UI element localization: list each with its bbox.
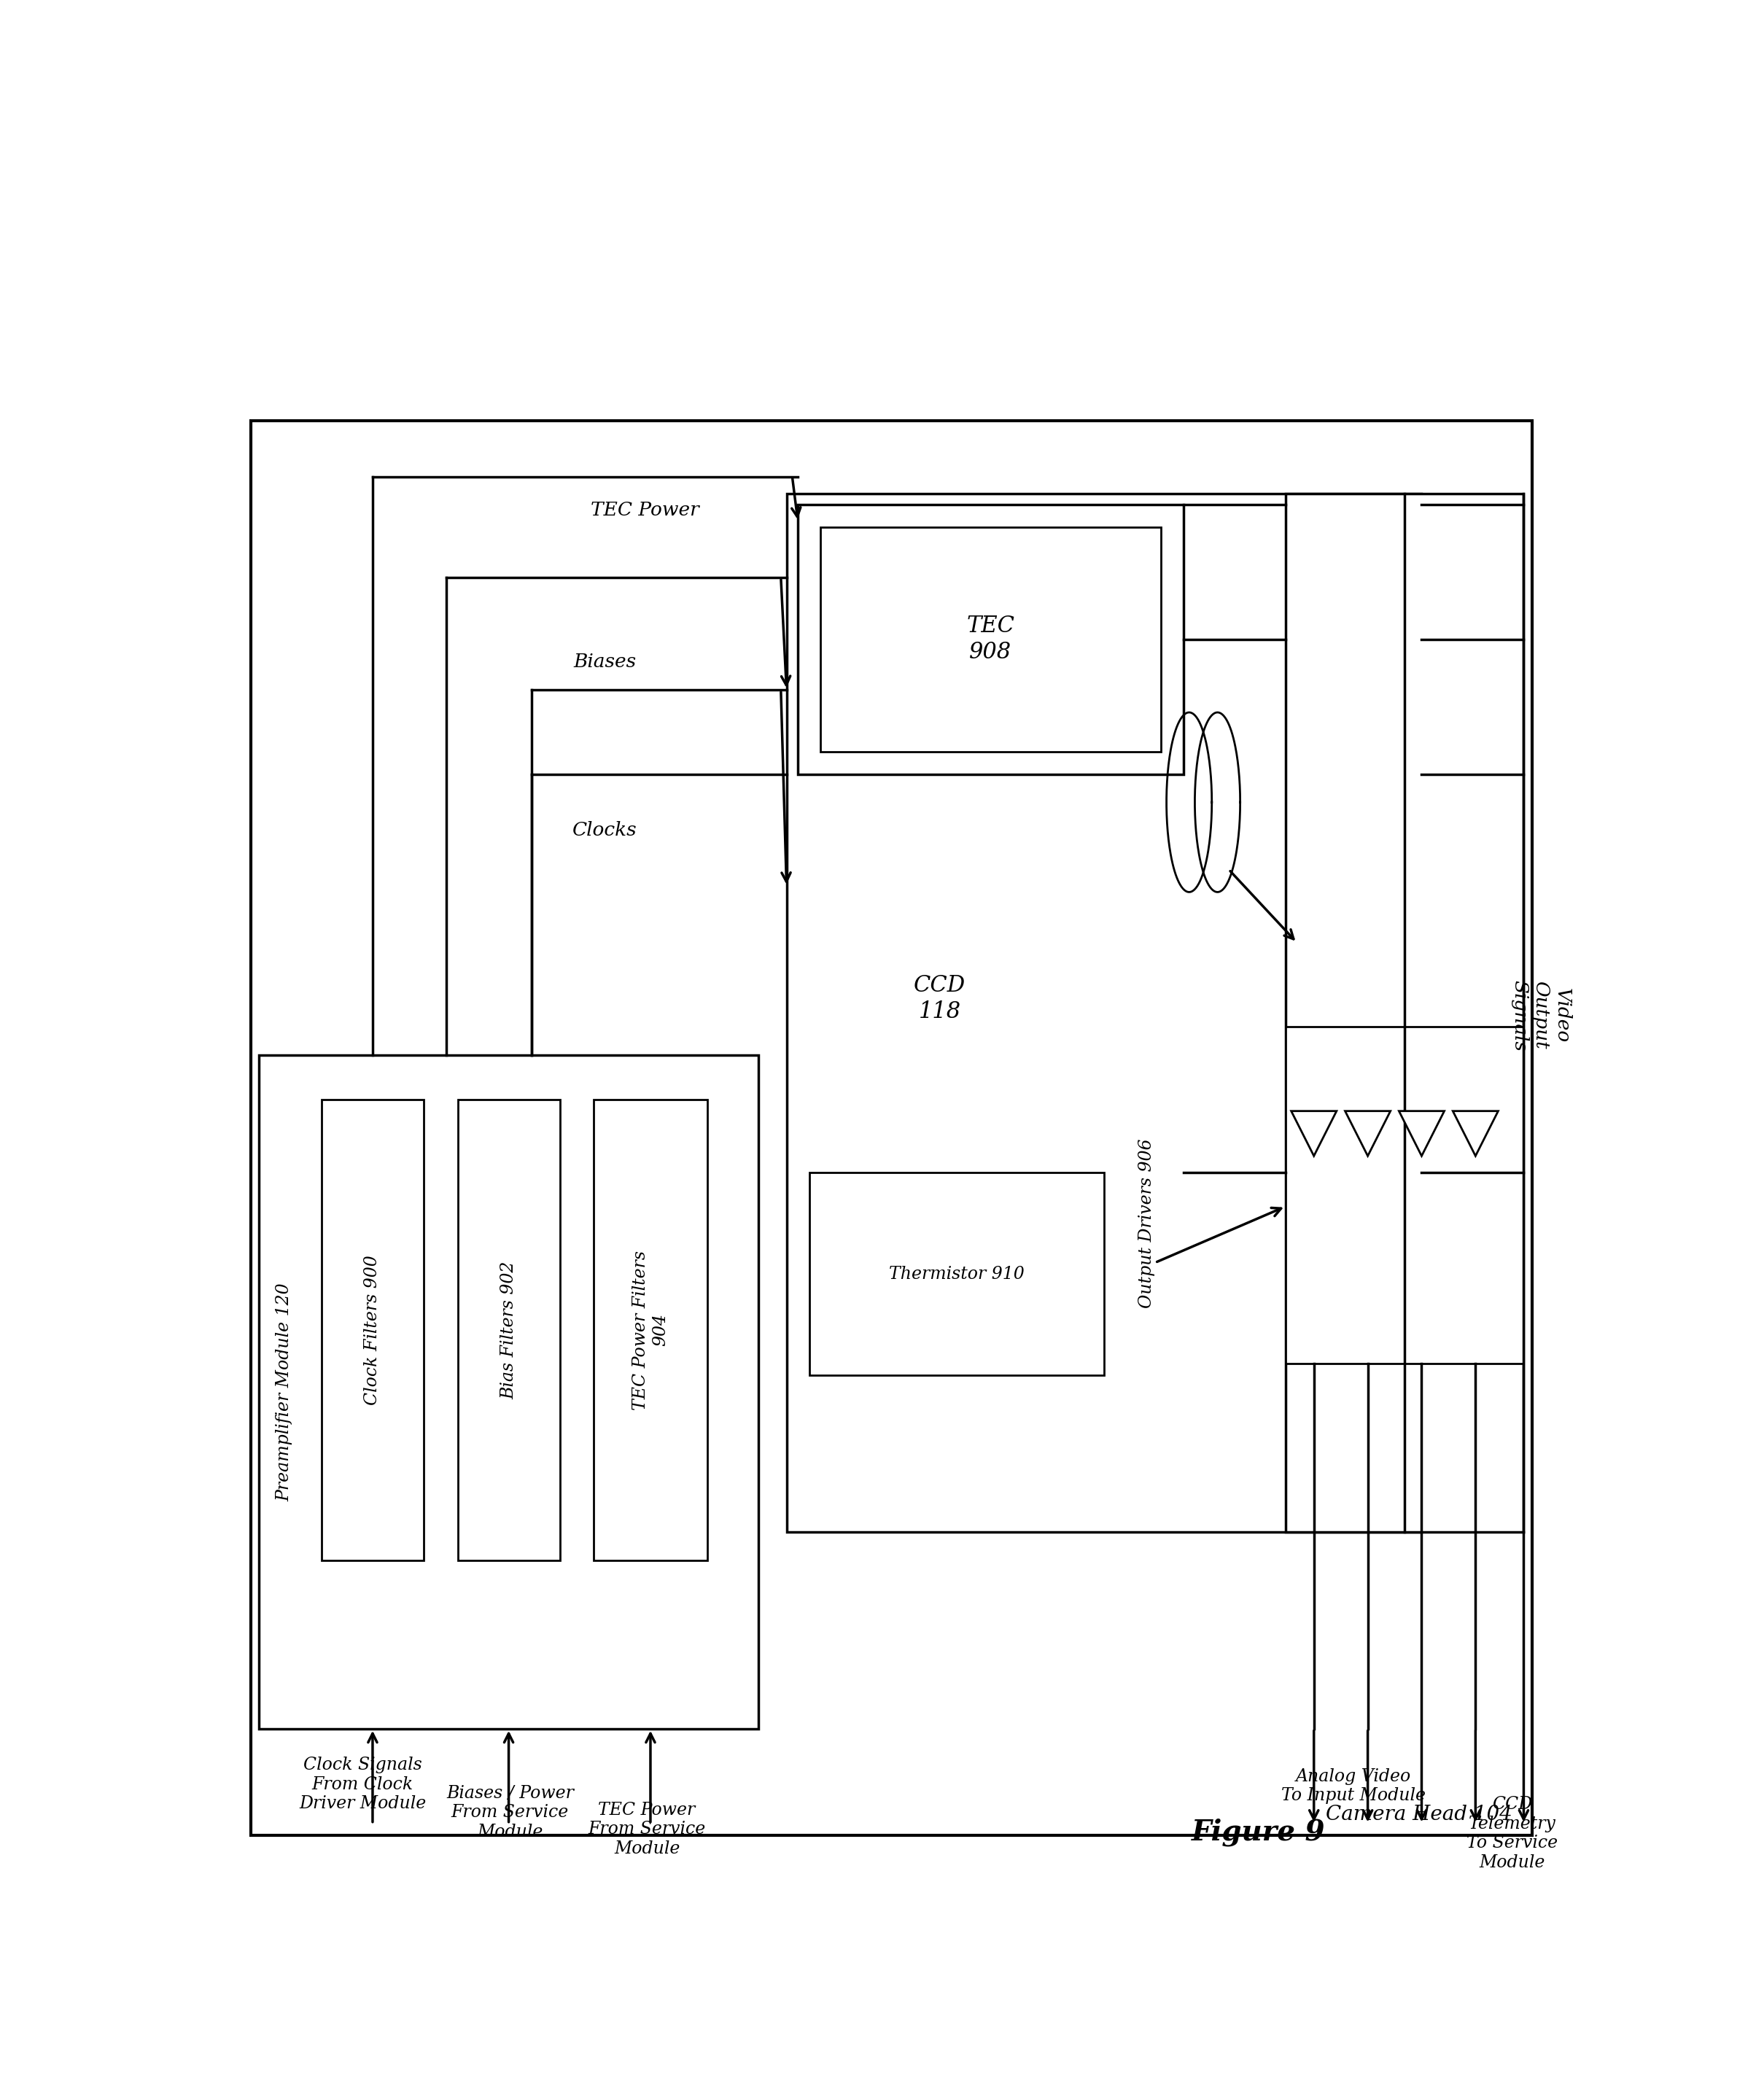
Text: Biases: Biases [574,653,636,672]
Text: CCD
Telemetry
To Service
Module: CCD Telemetry To Service Module [1466,1796,1558,1871]
Polygon shape [1452,1111,1498,1155]
Bar [1285,1027,1524,1363]
Bar [797,504,1184,775]
Polygon shape [1345,1111,1391,1155]
Text: CCD
118: CCD 118 [913,974,966,1023]
Text: TEC Power
From Service
Module: TEC Power From Service Module [588,1802,706,1856]
Text: Clock Signals
From Clock
Driver Module: Clock Signals From Clock Driver Module [299,1758,427,1812]
Text: Camera Head 104: Camera Head 104 [1326,1804,1512,1825]
Text: TEC Power: TEC Power [590,502,699,519]
Text: TEC
908: TEC 908 [966,615,1015,664]
Text: Figure 9: Figure 9 [1191,1819,1326,1846]
Bar [820,527,1161,752]
Bar [260,1054,759,1728]
Bar [594,1100,708,1560]
Text: Clock Filters 900: Clock Filters 900 [363,1256,381,1405]
Bar [787,493,1422,1533]
Text: TEC Power Filters
904: TEC Power Filters 904 [632,1249,669,1409]
Bar [1285,493,1524,1533]
Text: Video
Output
Signals: Video Output Signals [1510,981,1572,1052]
Bar [321,1100,423,1560]
Bar [251,420,1533,1835]
Polygon shape [1400,1111,1445,1155]
Text: Bias Filters 902: Bias Filters 902 [500,1260,516,1399]
Text: Preamplifier Module 120: Preamplifier Module 120 [276,1283,293,1501]
Text: Output Drivers 906: Output Drivers 906 [1138,1138,1155,1308]
Bar [458,1100,560,1560]
Text: Thermistor 910: Thermistor 910 [889,1266,1024,1283]
Text: Analog Video
To Input Module: Analog Video To Input Module [1282,1768,1426,1804]
Text: Clocks: Clocks [572,821,637,840]
Polygon shape [1291,1111,1336,1155]
Bar [810,1172,1105,1376]
Text: Biases / Power
From Service
Module: Biases / Power From Service Module [446,1785,574,1840]
